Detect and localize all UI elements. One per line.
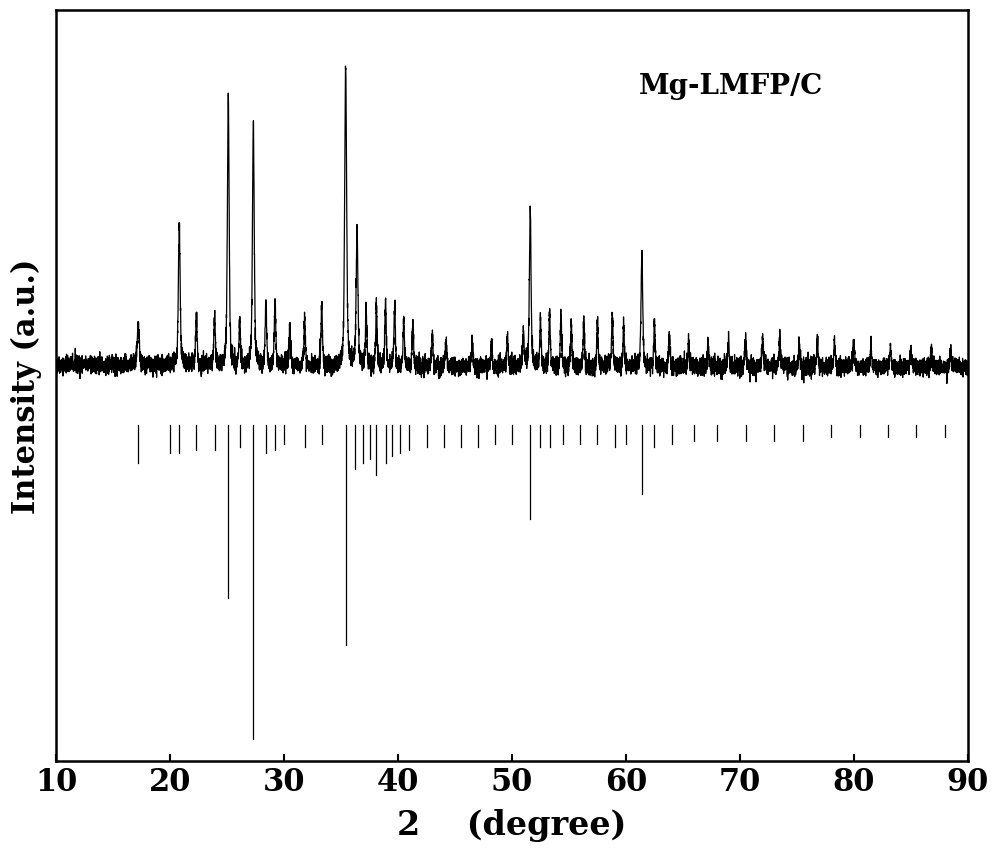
X-axis label: 2    (degree): 2 (degree) [397, 808, 627, 841]
Y-axis label: Intensity (a.u.): Intensity (a.u.) [11, 258, 42, 514]
Text: Mg-LMFP/C: Mg-LMFP/C [639, 72, 823, 100]
